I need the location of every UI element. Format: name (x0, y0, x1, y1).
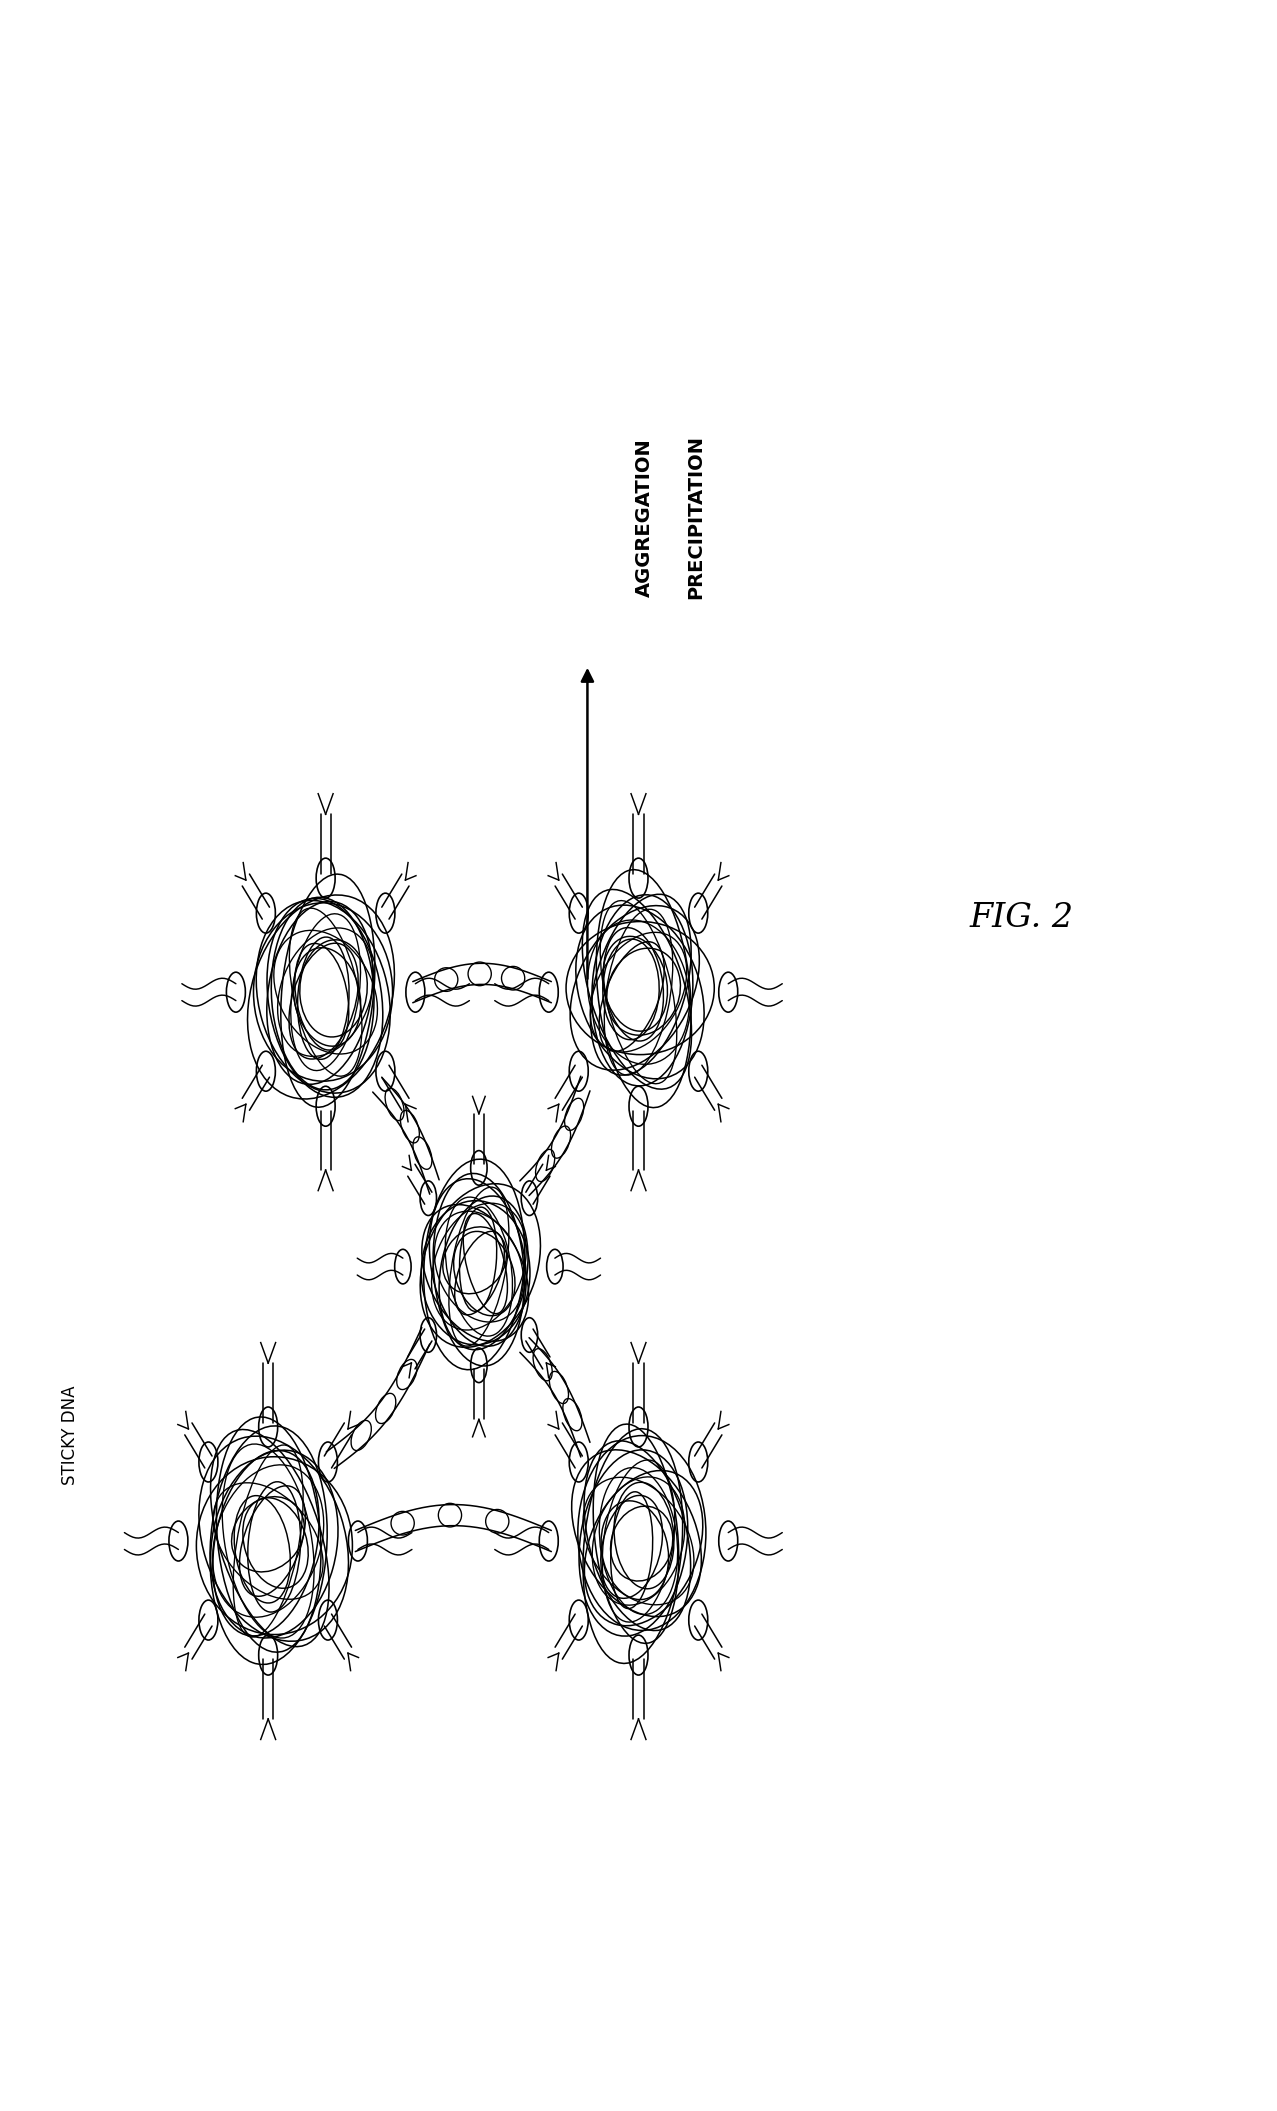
Text: AGGREGATION: AGGREGATION (636, 437, 654, 597)
Text: STICKY DNA: STICKY DNA (61, 1385, 79, 1486)
Text: FIG. 2: FIG. 2 (969, 901, 1074, 935)
Text: PRECIPITATION: PRECIPITATION (687, 435, 705, 600)
